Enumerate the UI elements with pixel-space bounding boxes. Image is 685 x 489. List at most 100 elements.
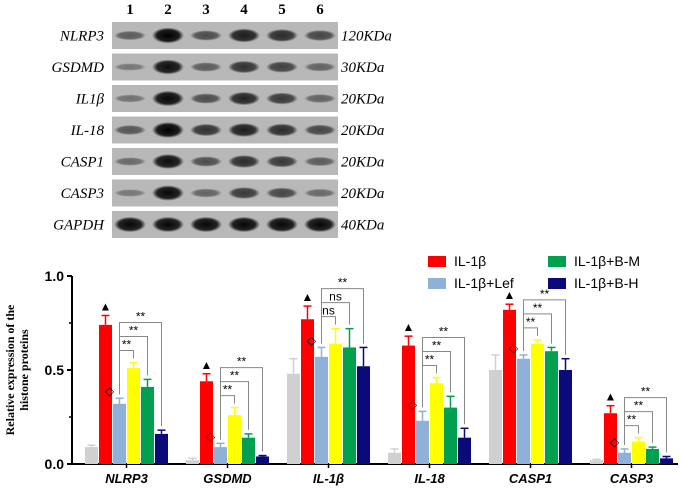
bar (99, 324, 112, 464)
y-tick-label: 1.0 (45, 268, 65, 284)
blot-row-1: GSDMD 30KDa (52, 53, 384, 81)
bar (242, 437, 255, 464)
blot-rows: NLRP3 120KDa GSDMD 30KDa IL1β 20KDa IL-18 20KDa… (52, 22, 392, 238)
legend-label: IL-1β+Lef (454, 275, 514, 291)
blot-band (228, 91, 260, 106)
bar (604, 413, 617, 464)
blot-band (228, 123, 260, 137)
significance-label: ** (533, 301, 543, 315)
blot-band (152, 216, 184, 233)
protein-label: IL-18 (70, 123, 105, 139)
significance-label: ns (329, 290, 342, 304)
legend-label: IL-1β+B-H (574, 275, 638, 291)
marker-vs-il1b: ◇ (610, 435, 620, 449)
kda-label: 20KDa (341, 92, 384, 108)
lane-number-3: 3 (202, 2, 210, 18)
blot-band (114, 189, 146, 197)
blot-band (266, 61, 298, 73)
bar (590, 460, 603, 464)
blot-band (190, 156, 222, 167)
bar (402, 345, 415, 464)
legend-swatch (428, 256, 446, 267)
bar (127, 368, 140, 464)
marker-vs-il1b: ◇ (105, 384, 115, 398)
blot-band (304, 30, 336, 41)
lane-number-4: 4 (240, 2, 248, 18)
blot-band (304, 216, 336, 233)
protein-label: CASP1 (61, 155, 104, 171)
significance-bracket (422, 337, 465, 425)
chart-axes: 0.0 0.5 1.0 NLRP3 GSDMD IL-1β IL-18 CASP1 CASP3 (45, 268, 678, 486)
x-category-label: CASP1 (509, 471, 552, 486)
bar (85, 447, 98, 464)
bar (315, 356, 328, 464)
significance-bracket (523, 299, 566, 355)
blot-row-6: GAPDH 40KDa (53, 211, 384, 238)
significance-label: ** (634, 399, 644, 413)
kda-label: 40KDa (341, 218, 384, 234)
significance-label: ** (526, 315, 536, 329)
significance-label: ** (432, 339, 442, 353)
blot-row-5: CASP3 20KDa (61, 179, 384, 207)
kda-label: 120KDa (341, 29, 392, 45)
lane-number-5: 5 (278, 2, 286, 18)
significance-label: ** (136, 309, 146, 323)
x-category-label: IL-1β (313, 471, 344, 486)
y-tick-label: 0.5 (45, 362, 65, 378)
blot-band (304, 124, 336, 136)
significance-label: ** (122, 337, 132, 351)
marker-vs-il1b: ◇ (307, 333, 317, 347)
blot-strip (112, 211, 338, 238)
bar (531, 343, 544, 464)
marker-vs-control: ▲ (302, 290, 314, 304)
bar (503, 309, 516, 464)
blot-row-0: NLRP3 120KDa (59, 22, 392, 49)
blot-band (114, 216, 146, 233)
blot-band (152, 185, 184, 201)
marker-vs-control: ▲ (504, 288, 516, 302)
marker-vs-il1b: ◇ (206, 429, 216, 443)
blot-band (190, 188, 222, 198)
bar (388, 452, 401, 464)
bar (214, 447, 227, 464)
blot-band (304, 94, 336, 103)
legend-label: IL-1β+B-M (574, 253, 640, 269)
lane-number-6: 6 (316, 2, 324, 18)
kda-label: 30KDa (340, 60, 384, 76)
significance-label: ** (338, 276, 348, 290)
blot-strip (112, 85, 338, 112)
blot-band (114, 94, 146, 103)
significance-label: ** (439, 325, 449, 339)
chart-bars (85, 303, 673, 464)
blot-band (266, 155, 298, 168)
blot-strip (112, 148, 338, 175)
blot-band (304, 156, 336, 167)
significance-bracket (119, 321, 162, 427)
blot-band (190, 93, 222, 104)
kda-label: 20KDa (341, 123, 384, 139)
lane-number-2: 2 (164, 2, 172, 18)
blot-band (114, 157, 146, 166)
bar (416, 420, 429, 464)
blot-band (228, 28, 260, 43)
bar (646, 448, 659, 464)
blot-band (228, 216, 260, 233)
blot-band (190, 123, 222, 137)
blot-band (304, 62, 336, 72)
bar (517, 358, 530, 464)
x-category-label: CASP3 (610, 471, 654, 486)
bar (660, 458, 673, 464)
blot-strip (112, 22, 338, 49)
marker-vs-control: ▲ (201, 358, 213, 372)
significance-label: ** (540, 287, 550, 301)
blot-row-2: IL1β 20KDa (75, 85, 384, 112)
significance-label: ** (641, 385, 651, 399)
marker-vs-il1b: ◇ (408, 397, 418, 411)
blot-band (228, 155, 260, 168)
bar (287, 373, 300, 464)
y-tick-label: 0.0 (45, 456, 65, 472)
bar (430, 383, 443, 464)
legend-swatch (548, 278, 566, 289)
bar (559, 370, 572, 464)
blot-row-3: IL-18 20KDa (70, 116, 384, 144)
